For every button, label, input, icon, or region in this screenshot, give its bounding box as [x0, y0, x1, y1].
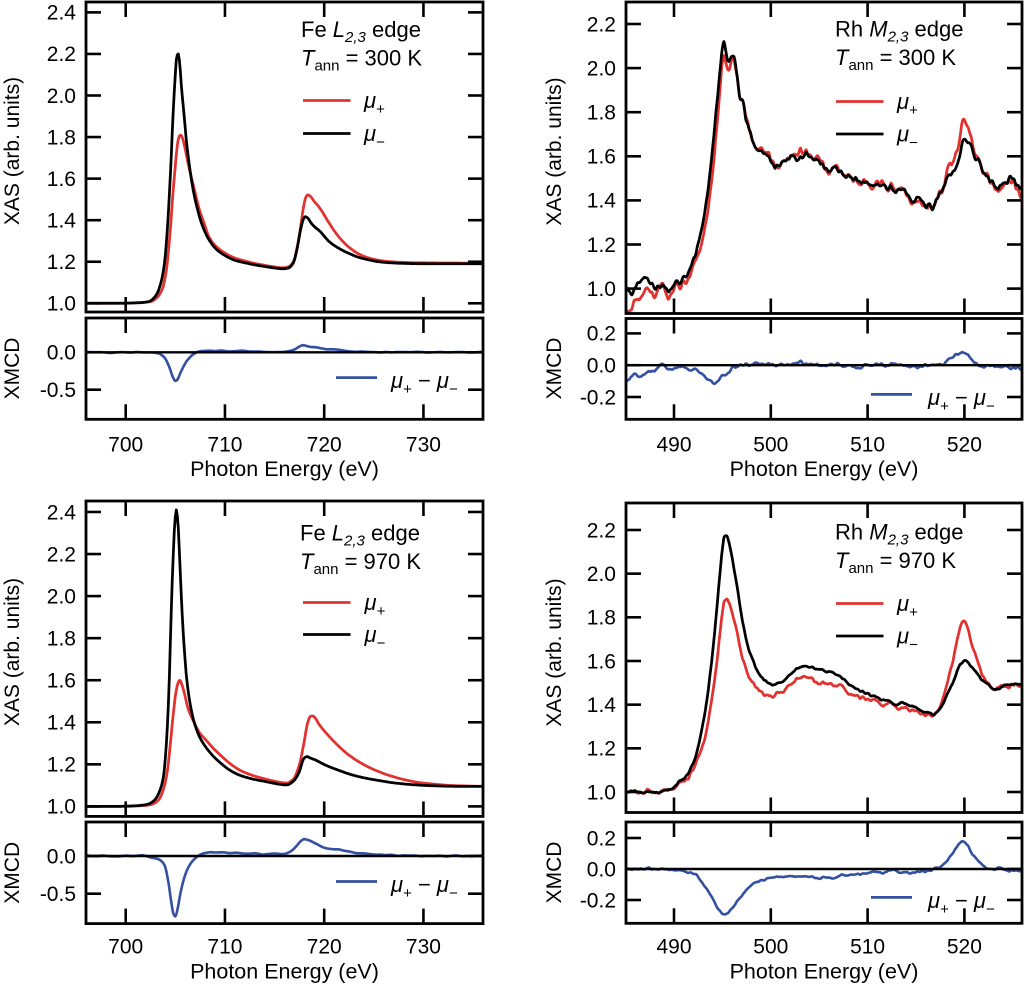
svg-text:Photon Energy (eV): Photon Energy (eV)	[190, 960, 379, 984]
svg-text:720: 720	[307, 434, 342, 457]
svg-text:2.0: 2.0	[47, 85, 76, 108]
svg-text:-0.5: -0.5	[40, 883, 76, 906]
svg-text:0.0: 0.0	[47, 845, 76, 868]
svg-text:0.0: 0.0	[587, 858, 616, 881]
svg-text:-0.5: -0.5	[40, 379, 76, 402]
svg-text:XAS (arb. units): XAS (arb. units)	[1, 77, 24, 225]
svg-text:2.0: 2.0	[47, 585, 76, 608]
svg-text:Tann = 970 K: Tann = 970 K	[300, 549, 421, 578]
svg-text:2.0: 2.0	[587, 57, 616, 80]
svg-text:Rh M2,3 edge: Rh M2,3 edge	[835, 17, 964, 46]
svg-text:Photon Energy (eV): Photon Energy (eV)	[190, 457, 379, 481]
svg-text:1.4: 1.4	[47, 209, 77, 232]
svg-text:1.6: 1.6	[587, 650, 616, 673]
svg-text:1.8: 1.8	[47, 627, 76, 650]
svg-text:Photon Energy (eV): Photon Energy (eV)	[730, 960, 919, 984]
svg-text:520: 520	[947, 434, 982, 457]
svg-text:1.4: 1.4	[587, 694, 617, 717]
svg-text:Tann = 300 K: Tann = 300 K	[835, 45, 956, 74]
svg-text:XMCD: XMCD	[543, 842, 566, 904]
svg-text:2.4: 2.4	[47, 2, 77, 25]
svg-text:1.6: 1.6	[47, 670, 76, 693]
svg-text:-0.2: -0.2	[580, 889, 616, 912]
svg-text:730: 730	[406, 434, 441, 457]
svg-text:1.0: 1.0	[587, 781, 616, 804]
svg-text:720: 720	[307, 936, 342, 959]
svg-text:700: 700	[108, 434, 143, 457]
svg-text:1.4: 1.4	[587, 190, 617, 213]
svg-text:510: 510	[850, 936, 885, 959]
svg-text:XMCD: XMCD	[543, 338, 566, 400]
svg-text:2.2: 2.2	[47, 43, 76, 66]
svg-text:1.4: 1.4	[47, 712, 77, 735]
svg-text:490: 490	[656, 434, 691, 457]
svg-text:1.0: 1.0	[47, 796, 76, 819]
svg-text:1.6: 1.6	[587, 146, 616, 169]
svg-text:520: 520	[947, 936, 982, 959]
svg-text:490: 490	[656, 936, 691, 959]
svg-text:1.0: 1.0	[47, 293, 76, 316]
svg-text:-0.2: -0.2	[580, 386, 616, 409]
svg-text:710: 710	[207, 434, 242, 457]
svg-text:700: 700	[108, 936, 143, 959]
svg-text:μ+ − μ−: μ+ − μ−	[927, 888, 995, 918]
svg-text:μ+ − μ−: μ+ − μ−	[927, 385, 995, 415]
svg-text:510: 510	[850, 434, 885, 457]
svg-text:1.2: 1.2	[47, 251, 76, 274]
svg-text:XMCD: XMCD	[1, 842, 24, 904]
svg-text:2.2: 2.2	[587, 13, 616, 36]
svg-text:XAS (arb. units): XAS (arb. units)	[543, 578, 566, 726]
svg-text:2.0: 2.0	[587, 563, 616, 586]
svg-text:1.8: 1.8	[47, 126, 76, 149]
svg-text:1.6: 1.6	[47, 168, 76, 191]
svg-text:0.2: 0.2	[587, 827, 616, 850]
svg-text:1.2: 1.2	[587, 738, 616, 761]
svg-text:730: 730	[406, 936, 441, 959]
svg-text:Photon Energy (eV): Photon Energy (eV)	[730, 457, 919, 481]
svg-text:μ+ − μ−: μ+ − μ−	[390, 368, 458, 398]
svg-text:2.2: 2.2	[47, 543, 76, 566]
svg-text:1.0: 1.0	[587, 278, 616, 301]
svg-text:Tann = 970 K: Tann = 970 K	[835, 548, 956, 577]
svg-text:Tann = 300 K: Tann = 300 K	[301, 46, 422, 75]
svg-text:2.4: 2.4	[47, 501, 77, 524]
svg-text:500: 500	[753, 434, 788, 457]
svg-text:XAS (arb. units): XAS (arb. units)	[543, 77, 566, 225]
svg-text:XAS (arb. units): XAS (arb. units)	[1, 578, 24, 726]
svg-text:XMCD: XMCD	[1, 338, 24, 400]
svg-text:1.8: 1.8	[587, 607, 616, 630]
svg-text:500: 500	[753, 936, 788, 959]
svg-text:710: 710	[207, 936, 242, 959]
svg-text:0.2: 0.2	[587, 323, 616, 346]
svg-text:1.2: 1.2	[47, 754, 76, 777]
svg-text:1.8: 1.8	[587, 102, 616, 125]
svg-text:1.2: 1.2	[587, 234, 616, 257]
svg-text:0.0: 0.0	[587, 355, 616, 378]
svg-text:2.2: 2.2	[587, 519, 616, 542]
svg-text:0.0: 0.0	[47, 342, 76, 365]
